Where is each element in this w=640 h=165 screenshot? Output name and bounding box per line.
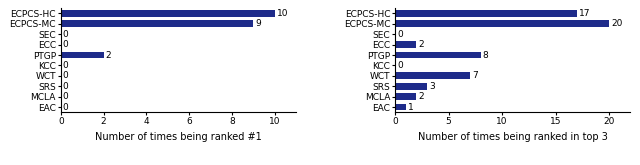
Text: 2: 2 <box>419 40 424 49</box>
Text: 0: 0 <box>63 61 68 70</box>
Bar <box>61 20 253 27</box>
X-axis label: Number of times being ranked #1: Number of times being ranked #1 <box>95 132 262 142</box>
Text: 2: 2 <box>419 92 424 101</box>
Text: 0: 0 <box>63 92 68 101</box>
Text: 7: 7 <box>472 71 477 80</box>
Text: 0: 0 <box>63 30 68 39</box>
Bar <box>395 20 609 27</box>
Text: 17: 17 <box>579 9 590 18</box>
Text: 0: 0 <box>397 30 403 39</box>
Text: 10: 10 <box>276 9 288 18</box>
Bar <box>395 93 417 100</box>
Text: 0: 0 <box>63 40 68 49</box>
Bar <box>395 83 427 90</box>
Text: 2: 2 <box>106 50 111 60</box>
X-axis label: Number of times being ranked in top 3: Number of times being ranked in top 3 <box>418 132 607 142</box>
Text: 1: 1 <box>408 102 413 112</box>
Bar <box>395 10 577 17</box>
Bar <box>395 52 481 58</box>
Text: 0: 0 <box>63 102 68 112</box>
Text: 0: 0 <box>63 71 68 80</box>
Text: 20: 20 <box>611 19 622 28</box>
Bar <box>395 104 406 110</box>
Bar <box>395 41 417 48</box>
Bar <box>395 72 470 79</box>
Text: 0: 0 <box>397 61 403 70</box>
Text: 3: 3 <box>429 82 435 91</box>
Text: 9: 9 <box>255 19 261 28</box>
Bar <box>61 52 104 58</box>
Bar <box>61 10 275 17</box>
Text: 8: 8 <box>483 50 488 60</box>
Text: 0: 0 <box>63 82 68 91</box>
